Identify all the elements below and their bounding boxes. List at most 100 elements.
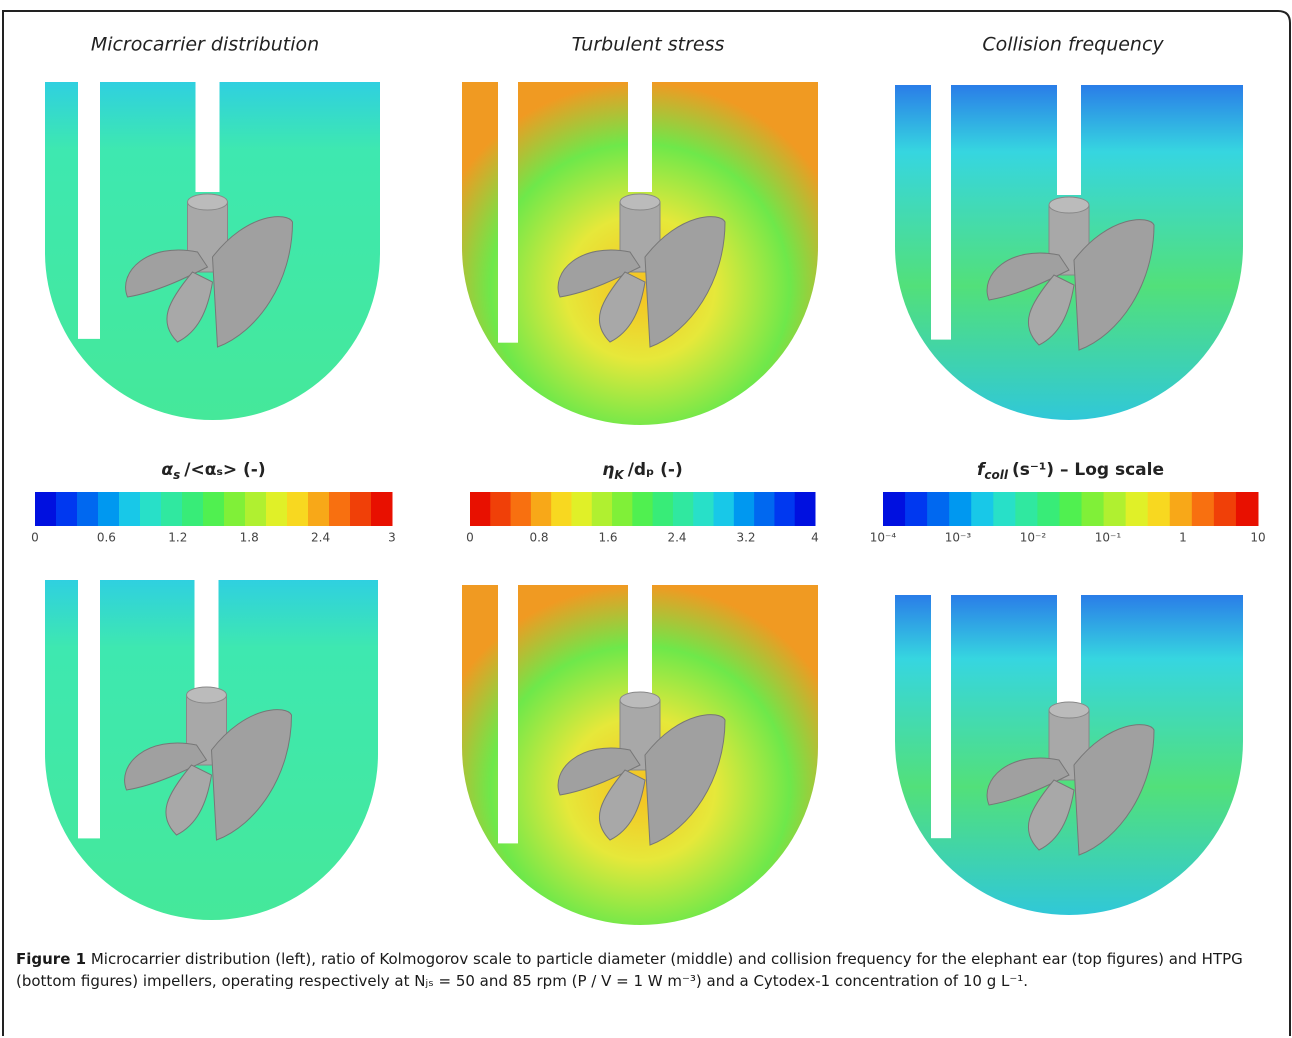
colorbar-swatch (531, 492, 552, 526)
hub-top (620, 692, 660, 708)
shaft (628, 585, 652, 695)
colorbar-swatch (1037, 492, 1060, 526)
colorbar-swatch (1126, 492, 1149, 526)
colorbar-tick-label: 0.8 (529, 531, 548, 545)
colorbar-title: fcoll(s⁻¹) – Log scale (977, 460, 1164, 482)
colorbar-tick-label: 1.6 (598, 531, 617, 545)
colorbar-swatch (754, 492, 775, 526)
caption: Figure 1 Microcarrier distribution (left… (16, 948, 1282, 992)
colorbar-swatch (140, 492, 162, 526)
colorbar-swatch (511, 492, 532, 526)
colorbar-swatch (56, 492, 78, 526)
colorbar-tick-label: 10⁻³ (945, 531, 972, 545)
colorbar-swatch (714, 492, 735, 526)
hub-top (620, 194, 660, 210)
colorbar-subscript: coll (984, 468, 1008, 482)
colorbar-swatch (329, 492, 351, 526)
colorbar-swatch (653, 492, 674, 526)
tank (45, 580, 378, 920)
colorbar-title: αs/<αₛ> (-) (161, 460, 265, 482)
baffle (931, 595, 951, 838)
colorbar-swatch (1059, 492, 1082, 526)
colorbar-swatch (287, 492, 309, 526)
baffle (931, 85, 951, 340)
colorbar-swatch (551, 492, 572, 526)
colorbar-tick-label: 1 (1179, 531, 1187, 545)
figure: Microcarrier distribution Turbulent stres… (0, 0, 1292, 1038)
caption-label: Figure 1 (16, 950, 86, 968)
caption-text: Microcarrier distribution (left), ratio … (16, 950, 1243, 990)
hub-top (188, 194, 228, 210)
colorbar-tick-label: 10⁻⁴ (870, 531, 897, 545)
colorbar-swatch (1236, 492, 1259, 526)
hub-top (1049, 702, 1089, 718)
colorbar-swatch (308, 492, 330, 526)
colorbar-swatch (927, 492, 950, 526)
colorbar-swatch (632, 492, 653, 526)
colorbar-tick-label: 0.6 (97, 531, 116, 545)
colorbar-swatch (119, 492, 141, 526)
colorbar-swatch (571, 492, 592, 526)
colorbar-swatch (883, 492, 906, 526)
colorbar-tick-label: 10⁻² (1020, 531, 1047, 545)
colorbar-swatch (734, 492, 755, 526)
tank (462, 585, 818, 925)
colorbar-swatch (1192, 492, 1215, 526)
panel-title: Microcarrier distribution (91, 34, 319, 56)
colorbar-swatch (98, 492, 120, 526)
colorbar-tick-label: 3 (388, 531, 396, 545)
tank (45, 82, 380, 420)
colorbar-swatch (971, 492, 994, 526)
colorbar-tick-label: 0 (31, 531, 39, 545)
shaft (1057, 85, 1081, 195)
colorbar-swatch (35, 492, 57, 526)
hub-top (1049, 197, 1089, 213)
colorbar-swatch (371, 492, 393, 526)
colorbar-swatch (774, 492, 795, 526)
baffle (78, 580, 100, 838)
colorbar-tick-label: 2.4 (311, 531, 330, 545)
tank (895, 595, 1243, 915)
colorbar-unit: /<αₛ> (-) (184, 460, 265, 480)
colorbar-tick-label: 0 (466, 531, 474, 545)
colorbar-swatch (470, 492, 491, 526)
colorbar-swatch (350, 492, 372, 526)
colorbar-swatch (1214, 492, 1237, 526)
shaft (628, 82, 652, 192)
colorbar-swatch (993, 492, 1016, 526)
colorbar-tick-label: 3.2 (736, 531, 755, 545)
colorbar-swatch (1104, 492, 1127, 526)
panel-title: Collision frequency (982, 34, 1164, 56)
colorbar-unit: (s⁻¹) – Log scale (1012, 460, 1164, 480)
colorbar: αs/<αₛ> (-) 0 0.6 1.2 1.8 2.4 3 (31, 460, 396, 545)
colorbar-unit: /dₚ (-) (628, 460, 683, 480)
colorbar-title: ηK/dₚ (-) (602, 460, 682, 482)
colorbar-swatch (161, 492, 183, 526)
colorbar-swatch (592, 492, 613, 526)
colorbar-tick-label: 4 (811, 531, 819, 545)
hub-top (187, 687, 227, 703)
panel-title: Turbulent stress (572, 34, 725, 56)
colorbar-swatch (245, 492, 267, 526)
tank (462, 82, 818, 425)
colorbar-swatch (949, 492, 972, 526)
colorbar-swatch (673, 492, 694, 526)
colorbar-swatch (1170, 492, 1193, 526)
colorbar-tick-label: 1.8 (240, 531, 259, 545)
colorbar-swatch (203, 492, 225, 526)
colorbar-swatch (1148, 492, 1171, 526)
colorbar-tick-label: 10⁻¹ (1095, 531, 1122, 545)
shaft (1057, 595, 1081, 705)
colorbar-swatch (224, 492, 246, 526)
colorbar-swatch (612, 492, 633, 526)
colorbar-swatch (1082, 492, 1105, 526)
colorbar-symbol: α (161, 460, 173, 480)
tank (895, 85, 1243, 420)
baffle (498, 585, 518, 843)
colorbar-symbol: η (602, 460, 614, 480)
colorbar-tick-label: 1.2 (168, 531, 187, 545)
colorbar-subscript: K (614, 468, 625, 482)
colorbar-swatch (77, 492, 99, 526)
